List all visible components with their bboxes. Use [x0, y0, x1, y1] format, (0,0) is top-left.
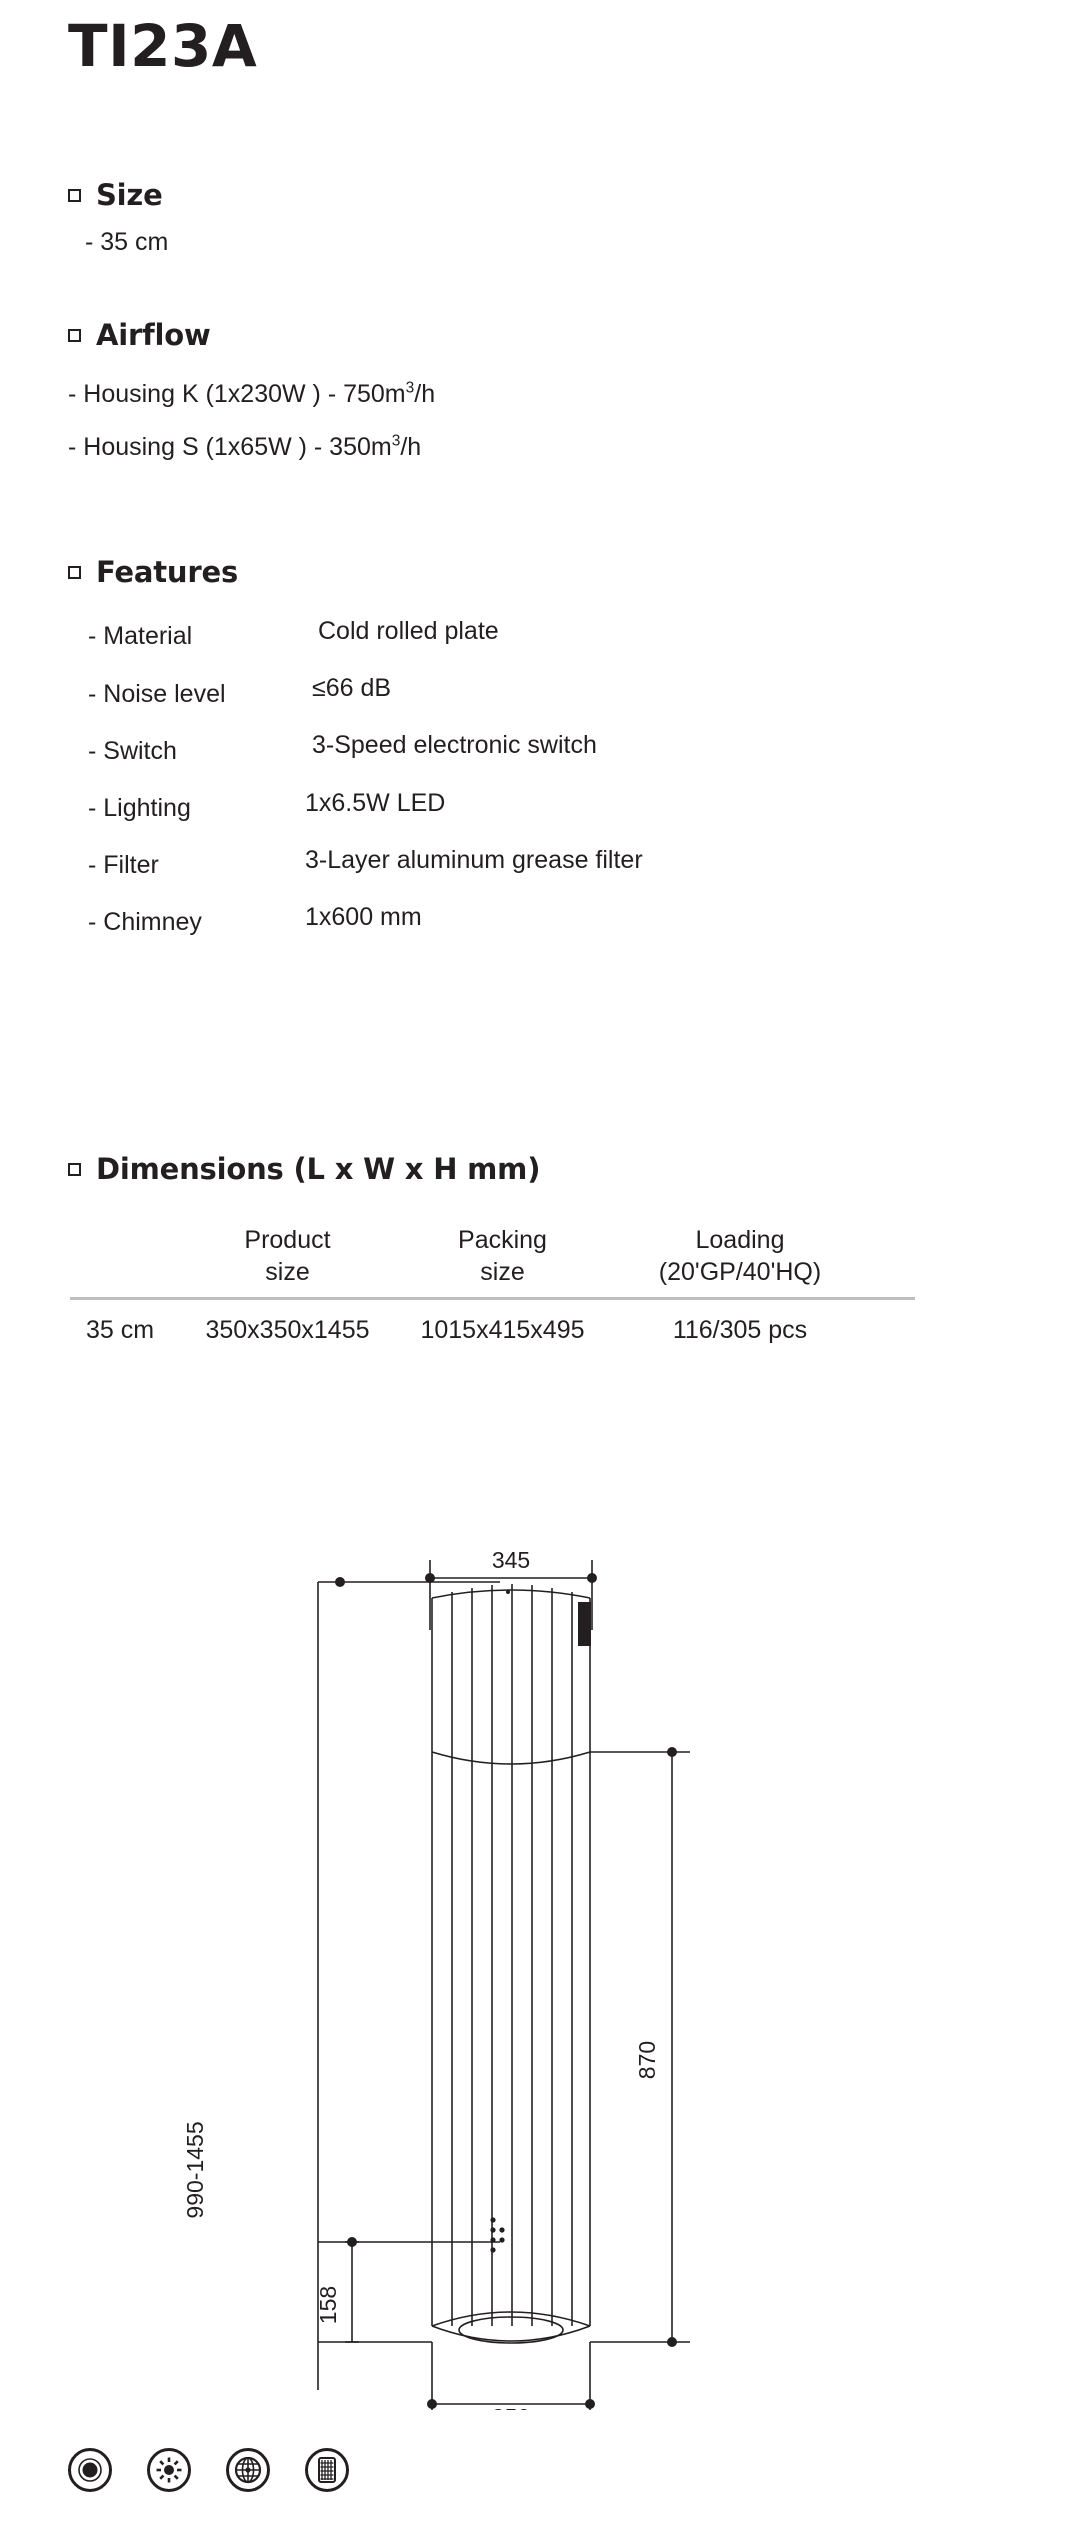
- column-header-packing-size: Packing size: [458, 1226, 547, 1286]
- section-heading-airflow: Airflow: [68, 318, 211, 352]
- square-bullet-icon: [68, 188, 81, 202]
- airflow-line-k: - Housing K (1x230W ) - 750m3/h: [68, 379, 436, 408]
- led-light-icon: [147, 2448, 191, 2492]
- table-header-row: Product size Packing size Loading (20'GP…: [60, 1225, 920, 1288]
- dimensions-table: Product size Packing size Loading (20'GP…: [60, 1225, 920, 1345]
- push-button-icon: [68, 2448, 112, 2492]
- dim-label-panel-height: 158: [315, 2286, 341, 2324]
- square-bullet-icon: [68, 565, 81, 579]
- square-bullet-icon: [68, 328, 81, 342]
- dim-label-total-height: 990-1455: [182, 2121, 208, 2218]
- page-title: TI23A: [68, 12, 258, 80]
- feature-label-material: - Material: [88, 622, 193, 650]
- section-title-size: Size: [96, 178, 163, 212]
- dim-label-top-width: 345: [492, 1547, 530, 1573]
- section-heading-features: Features: [68, 555, 238, 589]
- column-header-loading: Loading (20'GP/40'HQ): [658, 1226, 822, 1286]
- feature-icon-row: [68, 2448, 349, 2492]
- technical-drawing: 345 990-1455 870 158 350: [0, 1530, 1073, 2430]
- dim-label-body-height: 870: [634, 2041, 660, 2079]
- section-heading-dimensions: Dimensions (L x W x H mm): [68, 1152, 540, 1186]
- cell-packing-size: 1015x415x495: [420, 1316, 585, 1344]
- size-item: - 35 cm: [85, 228, 169, 256]
- section-heading-size: Size: [68, 178, 163, 212]
- cell-loading: 116/305 pcs: [672, 1316, 808, 1344]
- feature-label-chimney: - Chimney: [88, 908, 202, 936]
- table-divider: [70, 1297, 915, 1300]
- square-bullet-icon: [68, 1162, 81, 1176]
- grease-filter-icon: [305, 2448, 349, 2492]
- feature-label-filter: - Filter: [88, 851, 159, 879]
- column-header-size: [60, 1225, 180, 1288]
- feature-value-noise-level: ≤66 dB: [312, 674, 392, 702]
- feature-value-switch: 3-Speed electronic switch: [312, 731, 597, 759]
- feature-label-lighting: - Lighting: [88, 794, 191, 822]
- column-header-product-size: Product size: [244, 1226, 331, 1286]
- cell-product-size: 350x350x1455: [205, 1316, 370, 1344]
- feature-value-lighting: 1x6.5W LED: [305, 789, 446, 817]
- feature-label-switch: - Switch: [88, 737, 177, 765]
- feature-value-filter: 3-Layer aluminum grease filter: [305, 846, 643, 874]
- table-row: 35 cm 350x350x1455 1015x415x495 116/305 …: [60, 1316, 920, 1345]
- motor-fan-icon: [226, 2448, 270, 2492]
- section-title-dimensions: Dimensions (L x W x H mm): [96, 1152, 541, 1186]
- section-title-airflow: Airflow: [96, 318, 211, 352]
- feature-value-chimney: 1x600 mm: [305, 903, 422, 931]
- dim-label-bottom-width: 350: [492, 2404, 530, 2410]
- feature-value-material: Cold rolled plate: [318, 617, 499, 645]
- section-title-features: Features: [96, 555, 239, 589]
- airflow-line-s: - Housing S (1x65W ) - 350m3/h: [68, 432, 422, 461]
- cell-size: 35 cm: [85, 1316, 155, 1344]
- feature-label-noise-level: - Noise level: [88, 680, 226, 708]
